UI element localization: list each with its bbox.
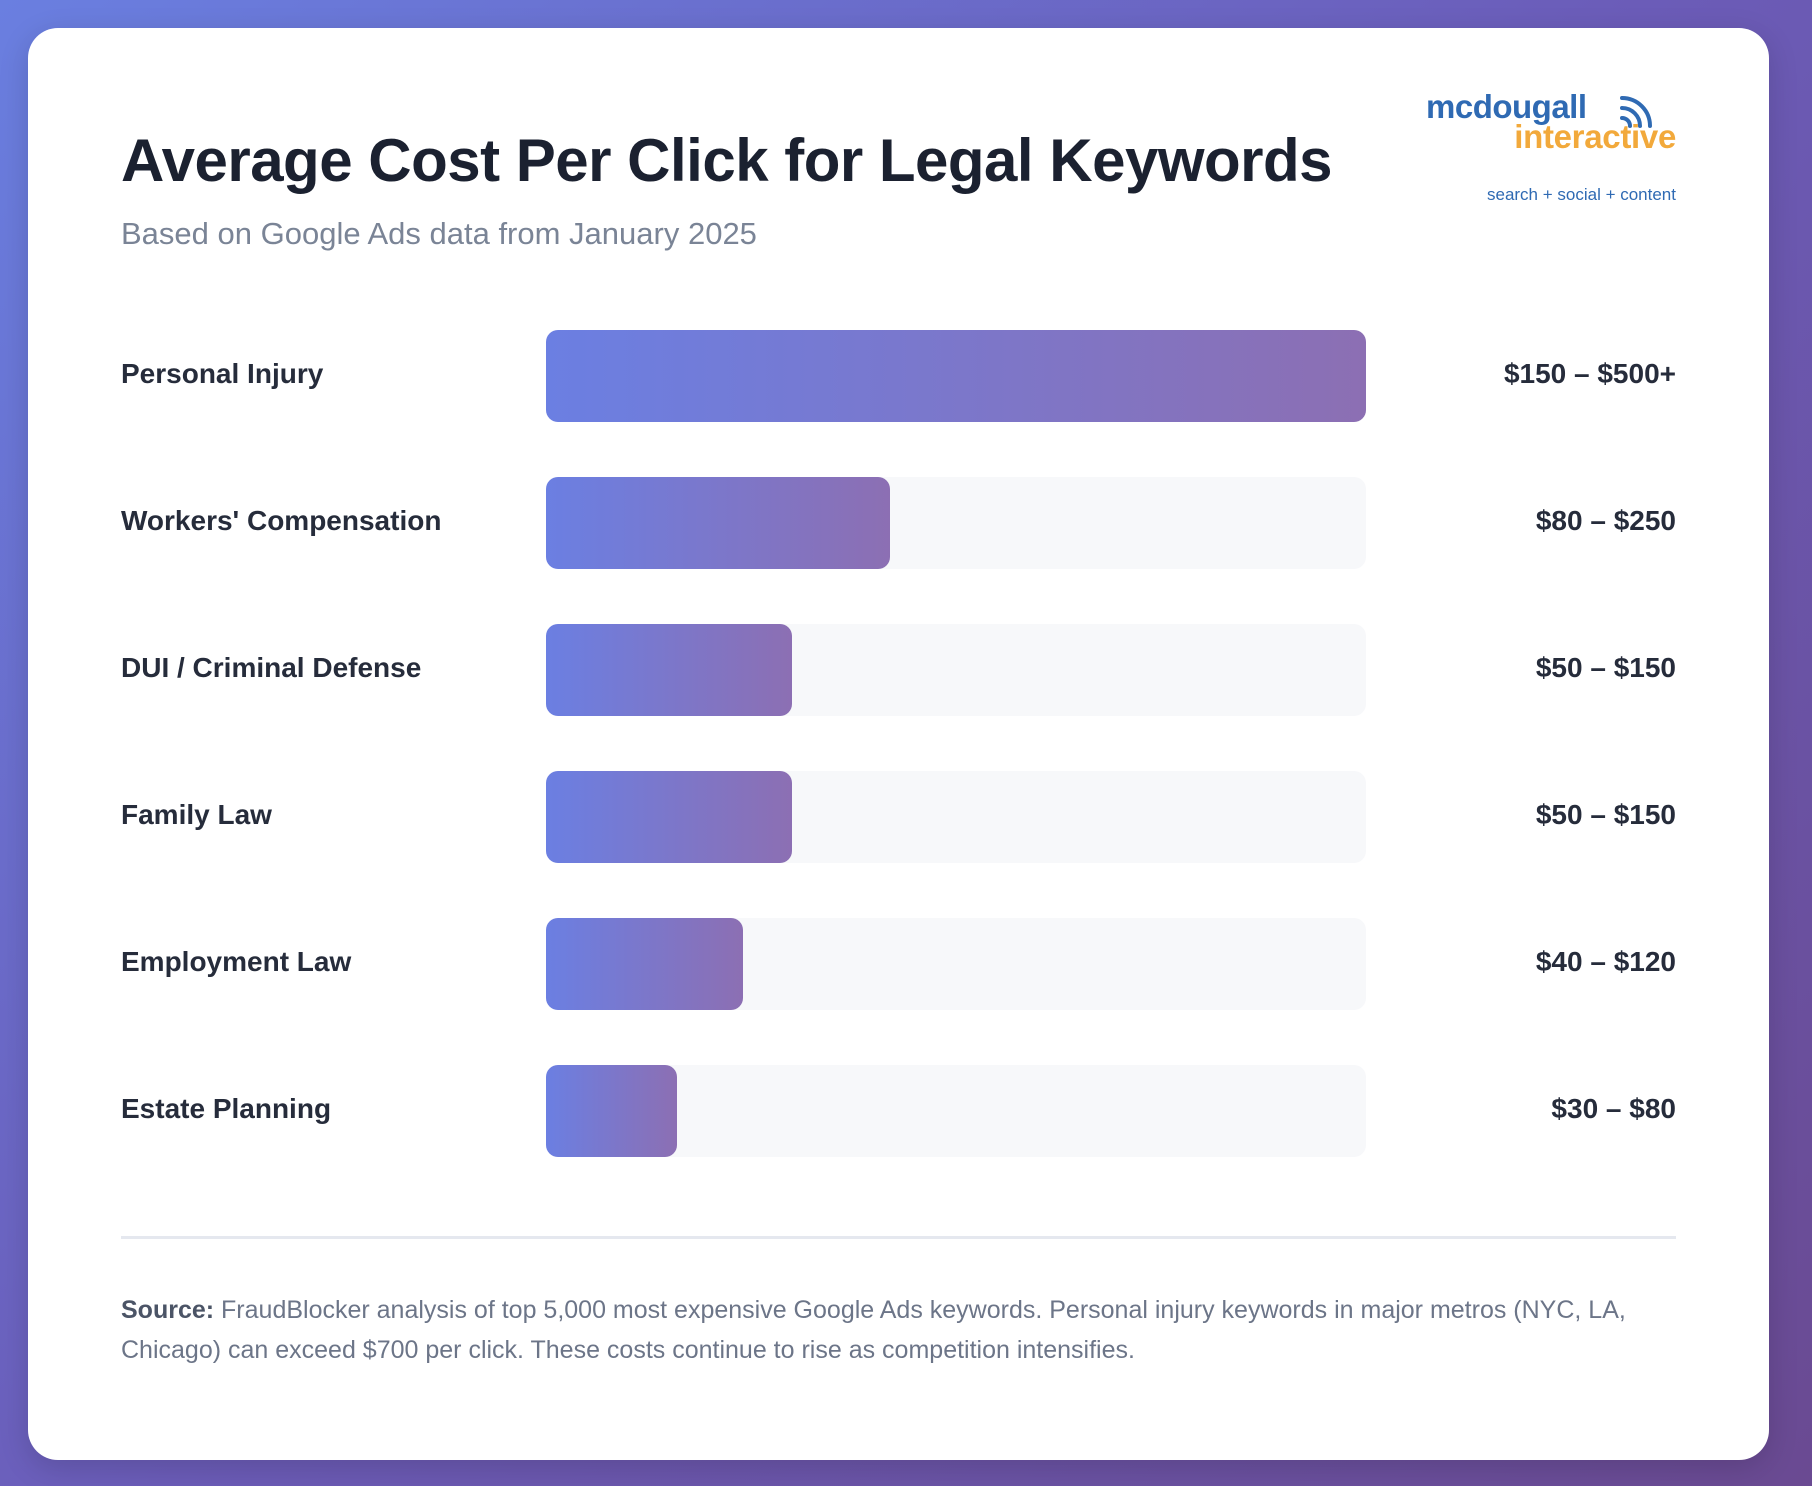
bar-chart: Personal Injury $150 – $500+ Workers' Comp… xyxy=(121,330,1676,1212)
value-label: $50 – $150 xyxy=(1535,799,1676,830)
bar-track xyxy=(546,330,1366,422)
logo-tagline: search + social + content xyxy=(1486,185,1676,204)
value-label: $50 – $150 xyxy=(1535,652,1676,683)
chart-title: Average Cost Per Click for Legal Keyword… xyxy=(121,127,1333,194)
signal-waves-icon xyxy=(1620,96,1652,128)
category-label: Workers' Compensation xyxy=(121,505,442,536)
category-label: DUI / Criminal Defense xyxy=(121,652,422,683)
source-note: Source: FraudBlocker analysis of top 5,0… xyxy=(121,1290,1676,1370)
value-label: $40 – $120 xyxy=(1535,946,1676,977)
category-label: Family Law xyxy=(121,799,272,830)
value-label: $30 – $80 xyxy=(1551,1093,1676,1124)
chart-card: Average Cost Per Click for Legal Keyword… xyxy=(28,28,1769,1460)
source-label: Source: xyxy=(121,1296,215,1324)
bar-row: Employment Law $40 – $120 xyxy=(121,918,1676,1065)
bar xyxy=(546,477,890,569)
footer-divider xyxy=(121,1236,1676,1239)
bar-track xyxy=(546,477,1366,569)
chart-subtitle: Based on Google Ads data from January 20… xyxy=(121,216,757,251)
logo-wordmark-top: mcdougall xyxy=(1426,88,1587,125)
source-text: FraudBlocker analysis of top 5,000 most … xyxy=(121,1296,1626,1364)
bar xyxy=(546,1065,677,1157)
category-label: Estate Planning xyxy=(121,1093,332,1124)
bar-track xyxy=(546,771,1366,863)
bar-track xyxy=(546,624,1366,716)
value-label: $80 – $250 xyxy=(1535,505,1676,536)
bar-row: Family Law $50 – $150 xyxy=(121,771,1676,918)
company-logo[interactable]: mcdougall interactive search + social + … xyxy=(1426,88,1676,208)
bar-row: DUI / Criminal Defense $50 – $150 xyxy=(121,624,1676,771)
bar-track xyxy=(546,1065,1366,1157)
category-label: Employment Law xyxy=(121,946,352,977)
bar-row: Workers' Compensation $80 – $250 xyxy=(121,477,1676,624)
bar-row: Estate Planning $30 – $80 xyxy=(121,1065,1676,1212)
bar xyxy=(546,330,1366,422)
bar-track xyxy=(546,918,1366,1010)
bar xyxy=(546,624,792,716)
bar-row: Personal Injury $150 – $500+ xyxy=(121,330,1676,477)
category-label: Personal Injury xyxy=(121,358,324,389)
bar xyxy=(546,918,743,1010)
value-label: $150 – $500+ xyxy=(1503,358,1676,389)
bar xyxy=(546,771,792,863)
logo-wordmark-bottom: interactive xyxy=(1514,118,1676,155)
